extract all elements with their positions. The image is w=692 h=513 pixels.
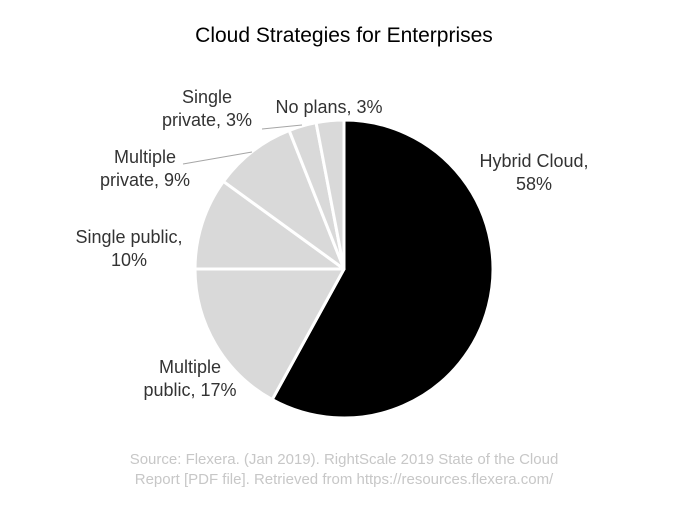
- leader-lines: [182, 124, 303, 165]
- slice-hybrid-cloud: [270, 118, 495, 420]
- label-single-private: Single private, 3%: [162, 87, 252, 130]
- label-hybrid-cloud: Hybrid Cloud, 58%: [479, 151, 588, 194]
- source-line-2: Report [PDF file]. Retrieved from https:…: [135, 471, 554, 488]
- chart-title: Cloud Strategies for Enterprises: [195, 24, 493, 47]
- label-single-public: Single public, 10%: [75, 227, 182, 270]
- label-multiple-public: Multiple public, 17%: [143, 357, 236, 400]
- leader-line-single-private: [261, 124, 303, 130]
- source-line-1: Source: Flexera. (Jan 2019). RightScale …: [130, 451, 559, 468]
- slice-multiple-public: [193, 267, 346, 402]
- slice-no-plans: [314, 118, 346, 271]
- leader-line-multiple-private: [182, 151, 253, 165]
- label-no-plans: No plans, 3%: [275, 97, 382, 117]
- pie-slices: [193, 118, 495, 420]
- slice-labels: Hybrid Cloud, 58% Multiple public, 17% Singl…: [75, 87, 588, 400]
- slice-single-public: [193, 179, 346, 271]
- label-multiple-private: Multiple private, 9%: [100, 147, 190, 190]
- slice-multiple-private: [221, 128, 346, 271]
